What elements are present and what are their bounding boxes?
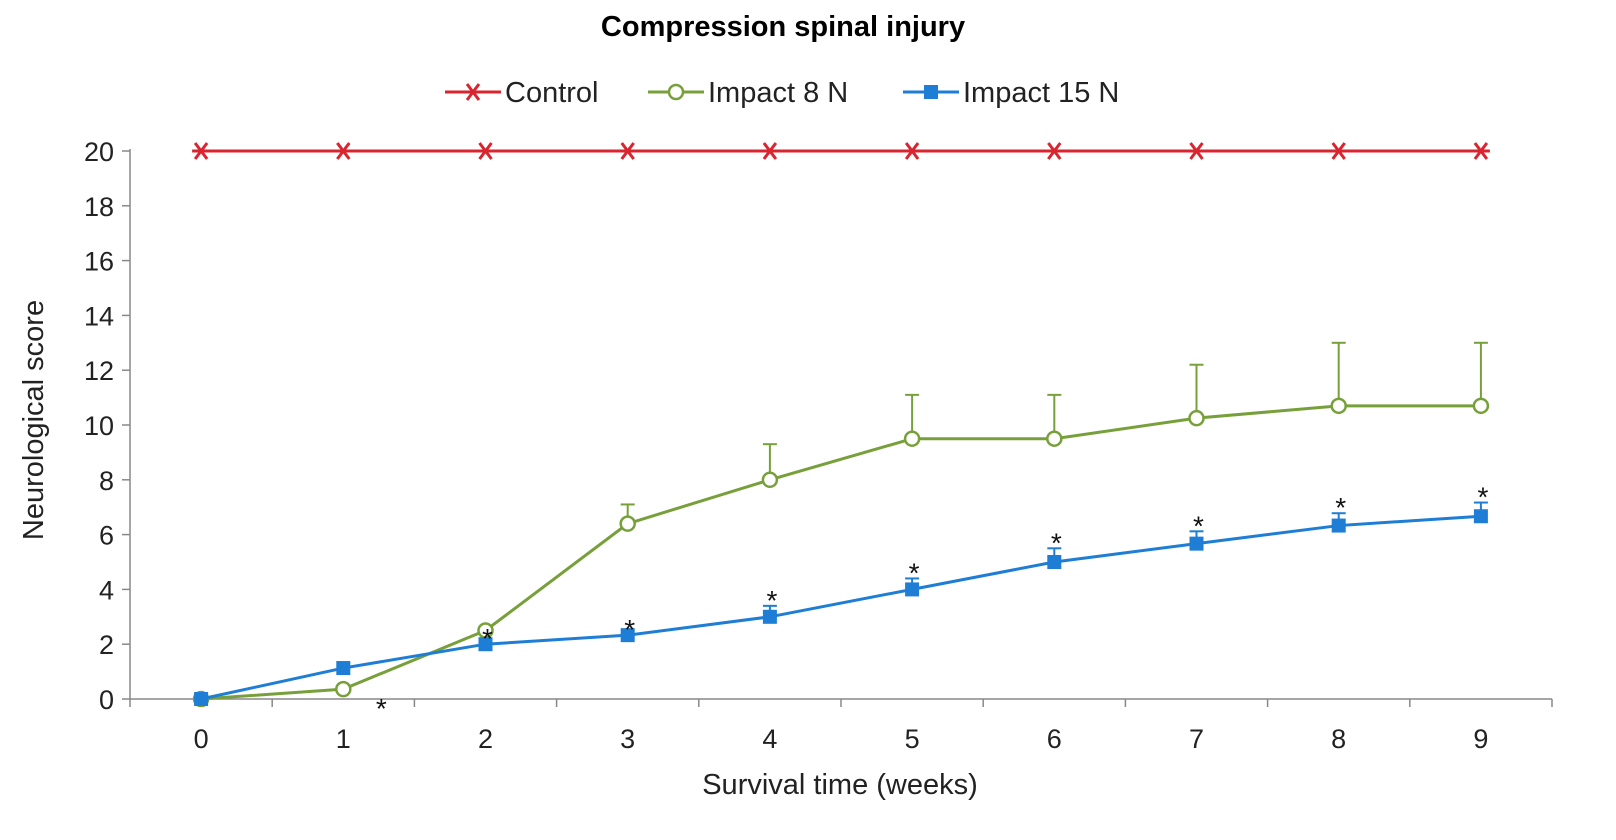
series-impact-8-n xyxy=(192,341,1490,708)
data-point-circle xyxy=(667,83,685,101)
data-point-circle xyxy=(619,515,636,532)
data-point-circle xyxy=(1330,397,1347,415)
y-tick-label: 2 xyxy=(99,630,114,660)
data-point-star xyxy=(476,142,495,160)
data-point-square xyxy=(1331,518,1346,533)
x-tick-label: 9 xyxy=(1473,724,1488,754)
data-point-star xyxy=(903,142,922,160)
star-stroke xyxy=(1331,142,1346,160)
data-point-square xyxy=(762,609,777,624)
significance-asterisk: * xyxy=(1477,482,1488,513)
data-point-square xyxy=(924,85,938,99)
data-point-star xyxy=(1045,142,1064,160)
data-point-star xyxy=(1471,142,1490,160)
data-point-circle xyxy=(903,430,921,447)
star-stroke xyxy=(762,142,778,160)
legend: Control Impact 8 N Impact 15 N xyxy=(445,77,1119,109)
x-tick-label: 2 xyxy=(478,724,493,754)
x-tick-label: 0 xyxy=(194,724,209,754)
x-tick-label: 7 xyxy=(1189,724,1204,754)
star-stroke xyxy=(336,142,351,160)
significance-asterisk: * xyxy=(1193,510,1204,541)
x-tick-label: 6 xyxy=(1047,724,1062,754)
data-point-star xyxy=(192,142,211,160)
series-line xyxy=(200,404,1481,701)
x-tick-label: 1 xyxy=(336,724,351,754)
data-point-star xyxy=(1187,142,1206,160)
significance-asterisk: * xyxy=(1335,492,1346,523)
legend-item: Impact 8 N xyxy=(648,77,848,109)
x-axis-label: Survival time (weeks) xyxy=(702,769,978,801)
data-point-square xyxy=(620,628,635,643)
star-stroke xyxy=(478,142,493,160)
x-tick-label: 4 xyxy=(762,724,777,754)
data-point-square xyxy=(1189,536,1204,551)
y-tick-label: 10 xyxy=(84,411,114,441)
data-point-circle xyxy=(1188,409,1205,427)
significance-asterisk: * xyxy=(376,693,387,724)
x-tick-label: 5 xyxy=(905,724,920,754)
data-point-square xyxy=(1473,509,1488,524)
y-axis-label: Neurological score xyxy=(18,300,50,540)
series-impact-15-n xyxy=(194,501,1488,706)
data-point-square xyxy=(1047,555,1062,569)
data-point-square xyxy=(194,692,209,706)
data-point-star xyxy=(618,142,637,160)
y-tick-label: 6 xyxy=(99,521,114,551)
x-tick-label: 8 xyxy=(1331,724,1346,754)
significance-asterisk: * xyxy=(766,585,777,616)
legend-item: Control xyxy=(445,77,599,109)
y-tick-label: 8 xyxy=(99,466,114,496)
star-stroke xyxy=(1189,142,1204,160)
data-point-square xyxy=(478,637,493,652)
star-stroke xyxy=(620,142,635,160)
data-point-star xyxy=(334,142,353,160)
plot-area: * * * * * * * * * xyxy=(192,142,1490,724)
y-tick-label: 20 xyxy=(84,137,114,167)
star-stroke xyxy=(904,142,920,160)
star-stroke xyxy=(465,83,481,101)
data-point-star xyxy=(1329,142,1348,160)
data-point-circle xyxy=(1046,430,1063,447)
data-point-square xyxy=(336,661,351,676)
star-stroke xyxy=(1047,142,1062,160)
data-point-square xyxy=(905,582,920,597)
legend-label: Impact 15 N xyxy=(963,77,1119,109)
y-tick-label: 4 xyxy=(99,575,114,605)
legend-label: Control xyxy=(505,77,599,109)
series-line xyxy=(200,514,1481,701)
y-tick-label: 0 xyxy=(99,685,114,715)
star-stroke xyxy=(193,142,209,160)
star-stroke xyxy=(1473,142,1489,160)
chart-title: Compression spinal injury xyxy=(601,11,965,43)
y-tick-label: 14 xyxy=(84,301,114,331)
data-point-star xyxy=(760,142,779,160)
y-tick-label: 18 xyxy=(84,192,114,222)
data-point-circle xyxy=(761,471,779,489)
data-point-circle xyxy=(335,680,352,698)
significance-asterisk: * xyxy=(1051,527,1062,558)
significance-asterisk: * xyxy=(909,557,920,588)
significance-asterisk: * xyxy=(624,614,635,645)
y-tick-label: 16 xyxy=(84,247,114,277)
y-tick-label: 12 xyxy=(84,356,114,386)
x-tick-label: 3 xyxy=(620,724,635,754)
series-control xyxy=(192,142,1490,160)
legend-label: Impact 8 N xyxy=(708,77,848,109)
data-point-circle xyxy=(1472,397,1490,415)
significance-asterisk: * xyxy=(482,623,493,654)
data-point-star xyxy=(464,83,482,101)
legend-item: Impact 15 N xyxy=(903,77,1119,109)
